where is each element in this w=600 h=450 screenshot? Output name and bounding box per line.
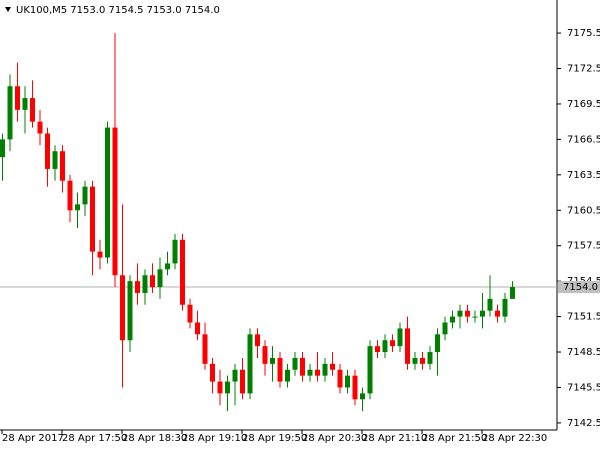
y-tick-label: 7172.5 bbox=[567, 64, 600, 75]
candle-body bbox=[352, 375, 358, 400]
chart-title: UK100,M5 7153.0 7154.5 7153.0 7154.0 bbox=[16, 5, 220, 16]
candle-body bbox=[90, 186, 95, 252]
candle-body bbox=[337, 369, 343, 388]
candle-body bbox=[187, 304, 193, 323]
candle-body bbox=[450, 316, 455, 323]
candle-body bbox=[345, 375, 350, 388]
candle-body bbox=[217, 381, 223, 394]
candle-body bbox=[195, 322, 200, 335]
candle-body bbox=[232, 369, 238, 382]
candle-body bbox=[202, 334, 208, 364]
candle-body bbox=[60, 151, 65, 181]
candle-body bbox=[322, 363, 328, 376]
candle-body bbox=[172, 239, 178, 264]
candle-body bbox=[330, 363, 335, 370]
x-tick-label: 28 Apr 22:30 bbox=[482, 433, 547, 444]
candle-body bbox=[292, 357, 298, 370]
candle-body bbox=[397, 328, 403, 347]
candle-body bbox=[142, 275, 148, 293]
candle-body bbox=[390, 340, 395, 347]
candle-body bbox=[277, 357, 283, 382]
candle-body bbox=[97, 251, 103, 258]
candle-body bbox=[457, 310, 463, 317]
y-tick-label: 7151.5 bbox=[567, 312, 600, 323]
candle-body bbox=[82, 186, 88, 205]
y-tick-label: 7169.5 bbox=[567, 99, 600, 110]
price-label: 7154.0 bbox=[563, 282, 598, 293]
candle-body bbox=[427, 352, 433, 364]
x-tick-label: 28 Apr 19:50 bbox=[242, 433, 307, 444]
candle-body bbox=[105, 127, 110, 258]
y-tick-label: 7160.5 bbox=[567, 205, 600, 216]
candle-body bbox=[0, 139, 5, 158]
candle-body bbox=[442, 322, 448, 335]
y-tick-label: 7142.5 bbox=[567, 418, 600, 429]
candle-body bbox=[120, 275, 125, 341]
candle-body bbox=[112, 127, 118, 276]
candle-body bbox=[285, 369, 290, 382]
candle-body bbox=[210, 363, 215, 382]
candle-body bbox=[262, 346, 268, 364]
y-tick-label: 7175.5 bbox=[567, 28, 600, 39]
candle-body bbox=[300, 357, 305, 376]
candle-body bbox=[367, 346, 373, 394]
x-tick-label: 28 Apr 19:10 bbox=[182, 433, 247, 444]
candle-body bbox=[435, 334, 440, 353]
candle-body bbox=[307, 369, 313, 376]
x-tick-label: 28 Apr 21:10 bbox=[362, 433, 427, 444]
candle-body bbox=[465, 310, 470, 317]
x-tick-label: 28 Apr 20:30 bbox=[302, 433, 367, 444]
candle-body bbox=[495, 310, 500, 317]
candle-body bbox=[487, 298, 493, 311]
y-tick-label: 7157.5 bbox=[567, 241, 600, 252]
collapse-arrow bbox=[5, 7, 11, 12]
candle-body bbox=[7, 86, 13, 140]
candle-body bbox=[510, 287, 515, 299]
candle-body bbox=[52, 151, 58, 169]
candle-body bbox=[225, 381, 230, 394]
candle-body bbox=[135, 281, 140, 293]
y-tick-label: 7166.5 bbox=[567, 134, 600, 145]
candle-body bbox=[480, 310, 485, 317]
price-label-box bbox=[558, 281, 600, 294]
candle-body bbox=[157, 269, 163, 288]
candle-body bbox=[30, 98, 35, 122]
candle-body bbox=[255, 334, 260, 347]
candle-body bbox=[240, 369, 245, 394]
x-tick-label: 28 Apr 17:50 bbox=[62, 433, 127, 444]
candle-body bbox=[375, 346, 380, 353]
candle-body bbox=[412, 357, 418, 364]
x-tick-label: 28 Apr 21:50 bbox=[422, 433, 487, 444]
candle-body bbox=[360, 393, 365, 400]
candle-body bbox=[472, 316, 478, 318]
candle-body bbox=[75, 204, 80, 211]
candle-body bbox=[15, 86, 20, 110]
candle-body bbox=[247, 334, 253, 394]
candle-body bbox=[420, 357, 425, 364]
candle-body bbox=[382, 340, 388, 353]
candle-body bbox=[270, 357, 275, 364]
candle-body bbox=[37, 121, 43, 134]
x-tick-label: 28 Apr 18:30 bbox=[122, 433, 187, 444]
candle-body bbox=[45, 133, 50, 169]
candle-body bbox=[150, 275, 155, 288]
candle-body bbox=[165, 263, 170, 270]
x-tick-label: 28 Apr 2017 bbox=[2, 433, 64, 444]
y-tick-label: 7145.5 bbox=[567, 382, 600, 393]
candle-body bbox=[405, 328, 410, 364]
candle-body bbox=[180, 239, 185, 305]
candle-body bbox=[315, 369, 320, 376]
y-tick-label: 7148.5 bbox=[567, 347, 600, 358]
candle-body bbox=[22, 98, 28, 110]
candle-body bbox=[67, 180, 73, 211]
candle-body bbox=[127, 281, 133, 341]
y-tick-label: 7163.5 bbox=[567, 170, 600, 181]
candle-body bbox=[502, 298, 508, 317]
